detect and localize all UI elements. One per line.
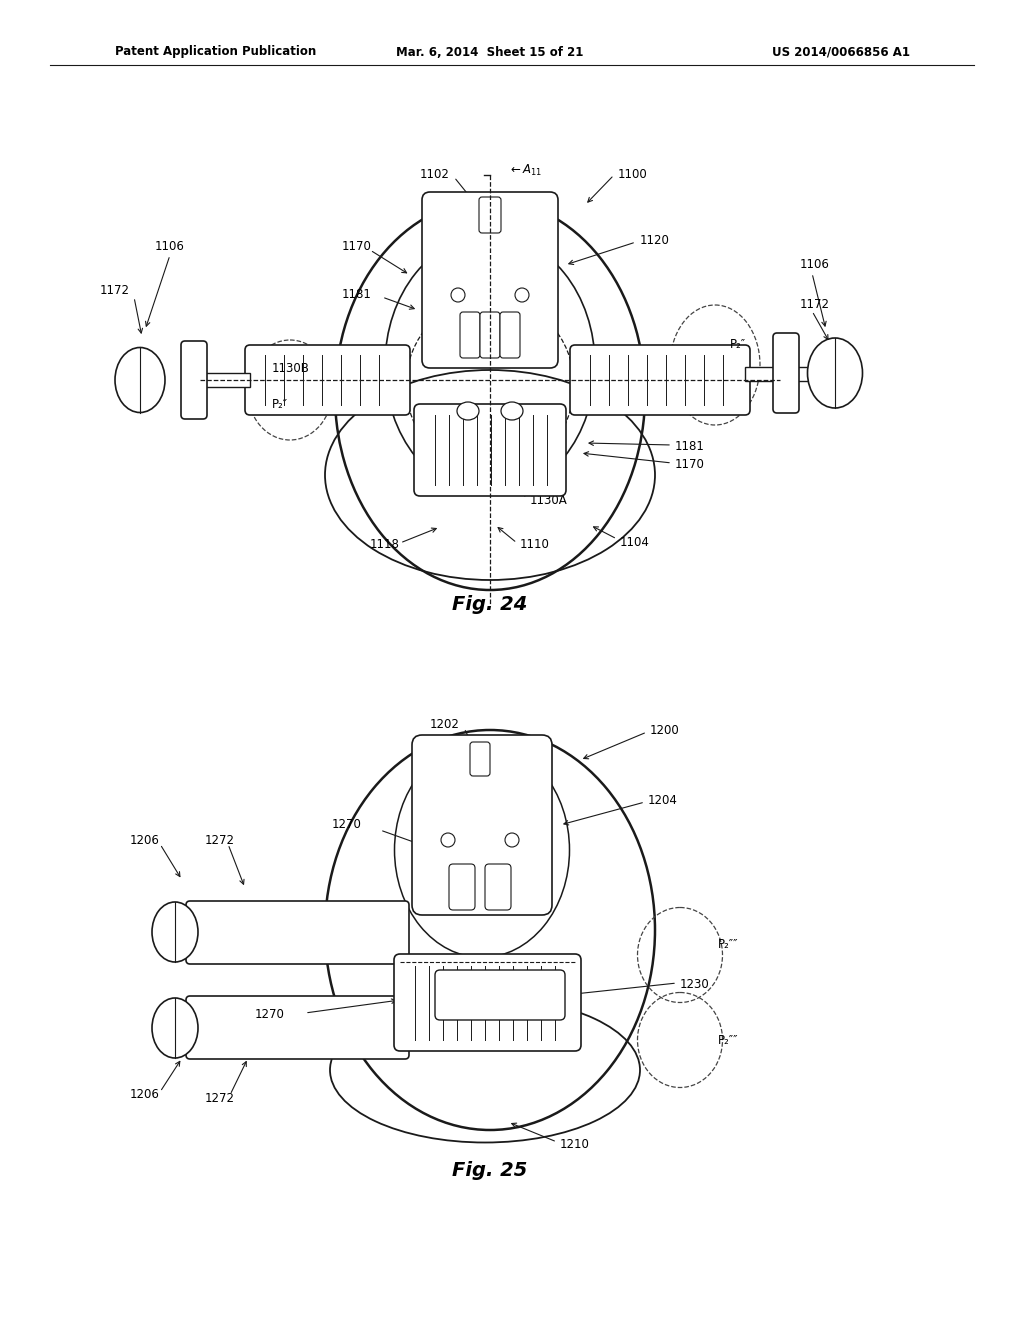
FancyBboxPatch shape <box>449 865 475 909</box>
FancyBboxPatch shape <box>435 970 565 1020</box>
Text: 1272: 1272 <box>205 1092 234 1105</box>
Bar <box>185 374 250 387</box>
Ellipse shape <box>152 902 198 962</box>
Ellipse shape <box>808 338 862 408</box>
Text: $\leftarrow$$A_{11}$: $\leftarrow$$A_{11}$ <box>508 162 542 178</box>
Text: 1170: 1170 <box>342 240 372 253</box>
Text: 1172: 1172 <box>800 298 830 312</box>
Text: 1130B: 1130B <box>272 362 310 375</box>
Text: P₂″: P₂″ <box>272 399 288 412</box>
Text: Mar. 6, 2014  Sheet 15 of 21: Mar. 6, 2014 Sheet 15 of 21 <box>396 45 584 58</box>
Text: 1102: 1102 <box>420 169 450 181</box>
Ellipse shape <box>152 998 198 1059</box>
FancyBboxPatch shape <box>470 742 490 776</box>
FancyBboxPatch shape <box>500 312 520 358</box>
Ellipse shape <box>115 347 165 412</box>
Bar <box>745 367 810 381</box>
Text: US 2014/0066856 A1: US 2014/0066856 A1 <box>772 45 910 58</box>
FancyBboxPatch shape <box>480 312 500 358</box>
Text: 1230: 1230 <box>680 978 710 991</box>
Text: 1118: 1118 <box>370 539 400 552</box>
Text: 1106: 1106 <box>800 259 829 272</box>
Text: Patent Application Publication: Patent Application Publication <box>115 45 316 58</box>
Text: 1106: 1106 <box>155 240 185 253</box>
Text: 1200: 1200 <box>650 723 680 737</box>
Text: 1172: 1172 <box>100 284 130 297</box>
FancyBboxPatch shape <box>394 954 581 1051</box>
Text: 1270: 1270 <box>255 1008 285 1022</box>
Text: Fig. 24: Fig. 24 <box>453 595 527 615</box>
FancyBboxPatch shape <box>773 333 799 413</box>
Text: 1110: 1110 <box>520 539 550 552</box>
Text: 1170: 1170 <box>675 458 705 471</box>
FancyBboxPatch shape <box>570 345 750 414</box>
Text: 1104: 1104 <box>620 536 650 549</box>
Text: 1204: 1204 <box>648 793 678 807</box>
FancyBboxPatch shape <box>186 997 409 1059</box>
Text: P₂″″: P₂″″ <box>718 1034 738 1047</box>
Ellipse shape <box>501 403 523 420</box>
Text: 1210: 1210 <box>560 1138 590 1151</box>
FancyBboxPatch shape <box>186 902 409 964</box>
Text: P₂″: P₂″ <box>730 338 746 351</box>
Text: 1181: 1181 <box>675 441 705 454</box>
Text: 1206: 1206 <box>130 833 160 846</box>
Text: 1202: 1202 <box>430 718 460 731</box>
Text: 1130A: 1130A <box>530 494 567 507</box>
Text: 1181: 1181 <box>342 289 372 301</box>
Text: 1272: 1272 <box>205 833 234 846</box>
Text: 1120: 1120 <box>640 234 670 247</box>
FancyBboxPatch shape <box>181 341 207 418</box>
FancyBboxPatch shape <box>479 197 501 234</box>
FancyBboxPatch shape <box>412 735 552 915</box>
FancyBboxPatch shape <box>460 312 480 358</box>
FancyBboxPatch shape <box>485 865 511 909</box>
FancyBboxPatch shape <box>422 191 558 368</box>
Text: Fig. 25: Fig. 25 <box>453 1160 527 1180</box>
Ellipse shape <box>457 403 479 420</box>
Text: P₂″″: P₂″″ <box>718 939 738 952</box>
FancyBboxPatch shape <box>414 404 566 496</box>
Text: 1206: 1206 <box>130 1089 160 1101</box>
FancyBboxPatch shape <box>245 345 410 414</box>
Text: 1100: 1100 <box>618 169 648 181</box>
Text: 1270: 1270 <box>332 818 361 832</box>
